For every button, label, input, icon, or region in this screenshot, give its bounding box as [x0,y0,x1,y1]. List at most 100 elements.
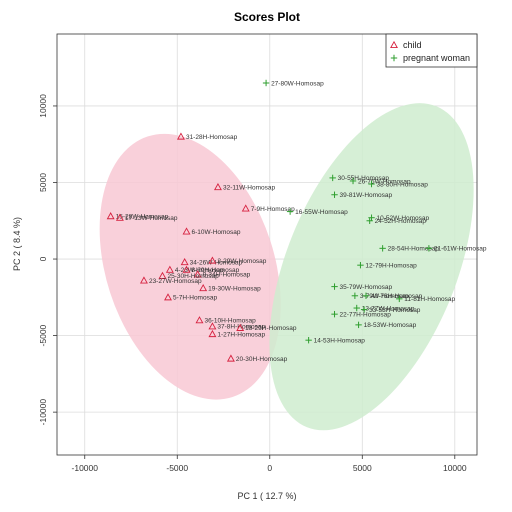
point-label: 11-81H-Homosap [404,296,455,303]
triangle-marker [193,270,202,278]
data-point: 38-80H-Homosap [368,180,429,188]
x-tick-label: 0 [267,463,272,473]
data-points: 31-28H-Homosap 32-11W-Homosap 7-9H-Homosap… [106,79,487,363]
data-point: 4-23W-Homosap [165,265,224,274]
data-point: 31-28H-Homosap [176,132,238,141]
point-label: 19-30W-Homosap [208,285,261,292]
data-point: 16-55W-Homosap [286,208,348,216]
triangle-marker [195,316,204,324]
data-point: 28-54H-Homosap [379,245,439,253]
data-point: 2-29W-Homosap [208,256,267,265]
triangle-marker [180,257,189,266]
point-label: 9-34H-Homosap [203,272,251,279]
triangle-marker [176,132,185,140]
point-label: 40-78H-Homosap [371,293,423,300]
point-label: 10-52W-Homosap [377,215,430,222]
point-label: 38-80H-Homosap [377,181,429,188]
data-point: 21-61W-Homosap [425,245,487,253]
data-point: 18-29H-Homosap [236,323,297,332]
point-label: 32-11W-Homosap [223,184,276,191]
y-tick-label: 10000 [38,94,48,118]
point-label: 27-80W-Homosap [271,80,324,87]
y-tick-label: -5000 [38,324,48,346]
legend-triangle-icon [390,40,398,49]
y-tick-label: -10000 [38,399,48,426]
point-label: 16-55W-Homosap [295,209,348,216]
triangle-marker [164,293,172,301]
point-label: 1-27H-Homosap [217,331,265,338]
x-tick-label: -5000 [166,463,188,473]
data-point: 30-55H-Homosap [329,174,389,182]
triangle-marker [199,284,208,292]
point-label: 20-30H-Homosap [236,356,288,363]
point-label: 6-10W-Homosap [192,229,241,236]
data-point: 22-77H-Homosap [331,310,391,318]
triangle-marker [236,323,245,331]
data-point: 25-30H-Homosap [158,271,219,280]
triangle-marker [208,329,217,338]
triangle-marker [182,265,191,273]
data-point: 6-10W-Homosap [182,227,241,236]
point-label: 23-27W-Homosap [149,278,202,285]
data-point: 27-80W-Homosap [262,79,324,87]
triangle-marker [158,271,167,279]
legend: child pregnant woman [385,33,478,68]
legend-box [385,33,478,68]
point-label: 18-53W-Homosap [364,322,417,329]
data-point: 14-53H-Homosap [305,336,366,344]
data-point: 12-79H-Homosap [357,261,417,269]
point-label: 31-28H-Homosap [186,134,238,141]
triangle-marker [241,204,250,212]
data-point: 34-26W-Homosap [180,257,243,266]
point-label: 3-79W-Homosap [360,293,409,300]
point-label: 34-26W-Homosap [190,259,243,266]
point-label: 7-9H-Homosap [251,206,295,213]
data-point: 9-34H-Homosap [193,270,251,279]
data-point: 15-28W-Homosap [106,212,169,220]
plot-frame [56,33,478,456]
data-point: 23-27W-Homosap [139,276,202,285]
data-point: 39-81W-Homosap [331,191,393,199]
x-tick-label: 5000 [353,463,372,473]
x-tick-label: -10000 [72,463,99,473]
point-label: 18-29H-Homosap [245,325,297,332]
y-tick-label: 5000 [38,173,48,192]
data-point: 26-75W-Homosap [349,177,411,185]
data-point: 19-30W-Homosap [199,284,261,292]
ellipse-pregnant-woman [269,103,474,431]
point-label: 14-53H-Homosap [314,337,366,344]
point-label: 15-28W-Homosap [116,213,169,220]
data-point: 35-79W-Homosap [331,283,393,291]
point-label: 17-13W-Homosap [125,215,178,222]
point-label: 5-7H-Homosap [173,295,217,302]
triangle-marker [182,227,191,235]
data-point: 17-13W-Homosap [115,213,178,222]
point-label: 36-10H-Homosap [204,318,256,325]
triangle-marker [226,354,235,362]
point-label: 24-52H-Homosap [375,218,427,225]
y-axis-label: PC 2 ( 8.4 %) [12,217,22,271]
point-label: 8-29H-Homosap [192,267,240,274]
legend-label: pregnant woman [403,53,470,63]
ellipse-child [99,133,281,400]
chart-title: Scores Plot [234,10,300,24]
point-label: 12-79H-Homosap [365,262,417,269]
point-label: 4-23W-Homosap [175,267,224,274]
data-point: 24-52H-Homosap [366,217,427,225]
triangle-marker [208,256,217,264]
y-tick-label: 0 [38,256,48,261]
data-point: 40-78H-Homosap [362,292,423,300]
data-point: 20-30H-Homosap [226,354,288,363]
point-label: 21-61W-Homosap [434,246,487,253]
triangle-marker [139,276,148,284]
x-tick-label: 10000 [443,463,467,473]
data-point: 3-79W-Homosap [351,292,409,300]
data-point: 11-81H-Homosap [396,295,455,303]
point-label: 28-54H-Homosap [388,246,440,253]
data-point: 18-53W-Homosap [355,321,417,329]
data-point: 13-77W-Homosap [353,304,415,312]
point-label: 13-77W-Homosap [362,305,415,312]
point-label: 26-75W-Homosap [358,178,411,185]
data-point: 7-9H-Homosap [241,204,295,213]
